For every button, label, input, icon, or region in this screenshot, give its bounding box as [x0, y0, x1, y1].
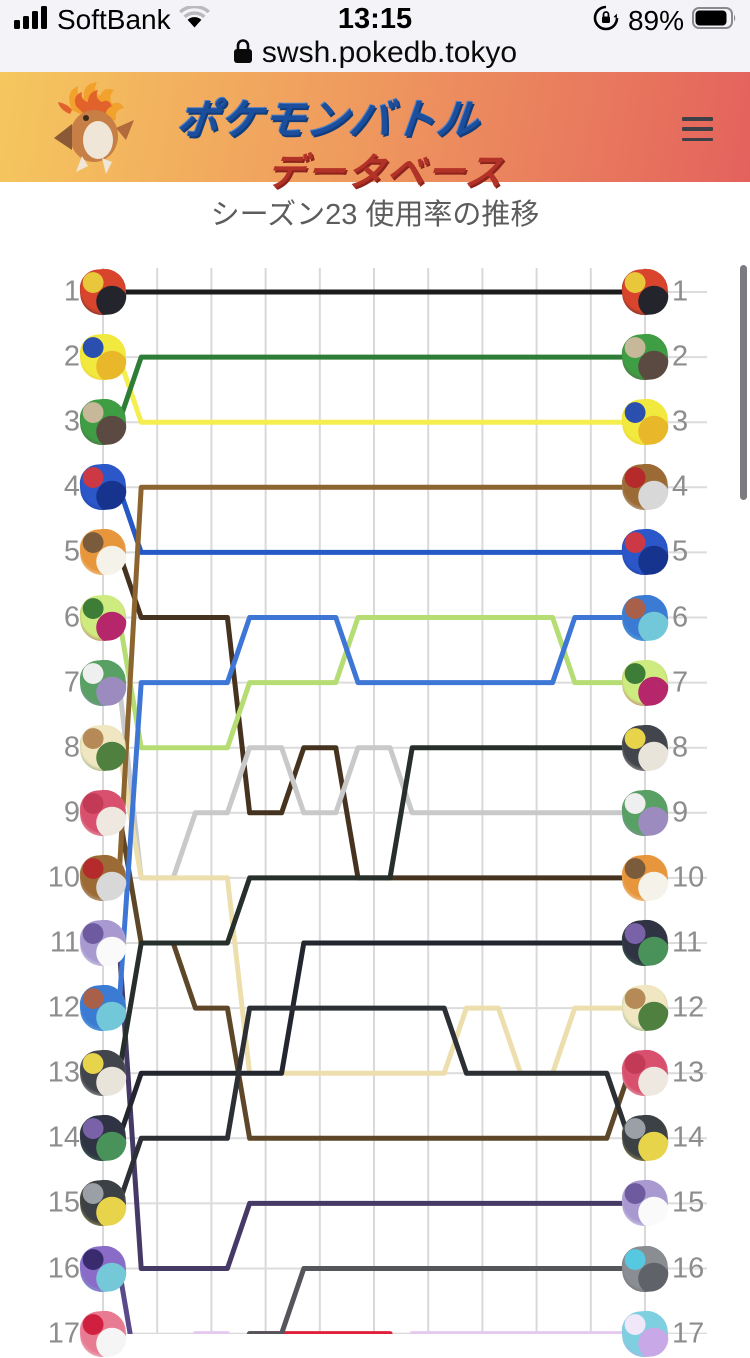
rank-label-right-2: 2: [672, 341, 688, 374]
rank-label-left-16: 16: [20, 1252, 80, 1285]
rank-label-right-5: 5: [672, 536, 688, 569]
rank-label-right-10: 10: [672, 861, 704, 894]
lock-icon: [233, 38, 253, 69]
rank-label-left-1: 1: [20, 276, 80, 309]
rank-label-right-1: 1: [672, 276, 688, 309]
rank-label-left-12: 12: [20, 992, 80, 1025]
rank-label-right-6: 6: [672, 601, 688, 634]
rotation-lock-icon: [592, 4, 620, 37]
rank-label-right-8: 8: [672, 731, 688, 764]
site-title: ポケモンバトル データベース: [169, 86, 611, 196]
rank-label-right-16: 16: [672, 1252, 704, 1285]
rank-label-left-3: 3: [20, 406, 80, 439]
battery-icon: [692, 6, 738, 35]
site-title-line2: データベース: [264, 141, 605, 196]
rank-label-left-7: 7: [20, 666, 80, 699]
rank-label-right-12: 12: [672, 992, 704, 1025]
hamburger-menu-icon[interactable]: [682, 117, 713, 141]
battery-percent-label: 89%: [628, 5, 684, 37]
rank-label-left-9: 9: [20, 796, 80, 829]
rank-label-right-4: 4: [672, 471, 688, 504]
url-domain: swsh.pokedb.tokyo: [262, 36, 517, 70]
page-title: シーズン23 使用率の推移: [0, 191, 750, 233]
rank-label-left-2: 2: [20, 341, 80, 374]
site-header: ポケモンバトル データベース: [0, 72, 750, 182]
rank-label-right-9: 9: [672, 796, 688, 829]
site-title-line1: ポケモンバトル: [174, 86, 610, 147]
rank-label-left-10: 10: [20, 861, 80, 894]
rank-label-right-15: 15: [672, 1187, 704, 1220]
rank-label-right-14: 14: [672, 1122, 704, 1155]
browser-top-bar: SoftBank 13:15 89%: [0, 0, 750, 72]
rank-label-right-7: 7: [672, 666, 688, 699]
scrollbar-thumb[interactable]: [740, 265, 747, 500]
status-bar: SoftBank 13:15 89%: [0, 0, 750, 36]
rank-label-left-14: 14: [20, 1122, 80, 1155]
rank-label-left-13: 13: [20, 1057, 80, 1090]
rank-label-right-13: 13: [672, 1057, 704, 1090]
url-bar[interactable]: swsh.pokedb.tokyo: [0, 36, 750, 72]
rank-label-right-3: 3: [672, 406, 688, 439]
rank-label-left-8: 8: [20, 731, 80, 764]
rank-label-left-11: 11: [20, 927, 80, 960]
rank-label-right-11: 11: [672, 927, 702, 960]
charizard-logo[interactable]: [42, 80, 142, 176]
rank-label-left-15: 15: [20, 1187, 80, 1220]
rank-label-left-5: 5: [20, 536, 80, 569]
rank-label-left-6: 6: [20, 601, 80, 634]
rank-label-left-4: 4: [20, 471, 80, 504]
